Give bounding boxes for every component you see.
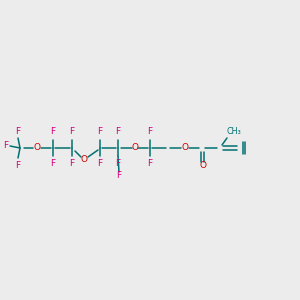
Text: F: F <box>147 128 153 136</box>
Text: O: O <box>80 155 88 164</box>
Text: F: F <box>98 160 103 169</box>
Text: O: O <box>199 161 206 170</box>
Text: F: F <box>3 140 9 149</box>
Text: F: F <box>15 160 21 169</box>
Text: F: F <box>15 127 21 136</box>
Text: O: O <box>131 143 139 152</box>
Text: CH₃: CH₃ <box>226 128 242 136</box>
Text: F: F <box>69 128 75 136</box>
Text: F: F <box>98 128 103 136</box>
Text: O: O <box>182 143 188 152</box>
Text: F: F <box>69 160 75 169</box>
Text: F: F <box>116 172 122 181</box>
Text: F: F <box>147 160 153 169</box>
Text: O: O <box>34 143 40 152</box>
Text: F: F <box>116 128 121 136</box>
Text: F: F <box>116 160 121 169</box>
Text: F: F <box>50 160 56 169</box>
Text: F: F <box>50 128 56 136</box>
